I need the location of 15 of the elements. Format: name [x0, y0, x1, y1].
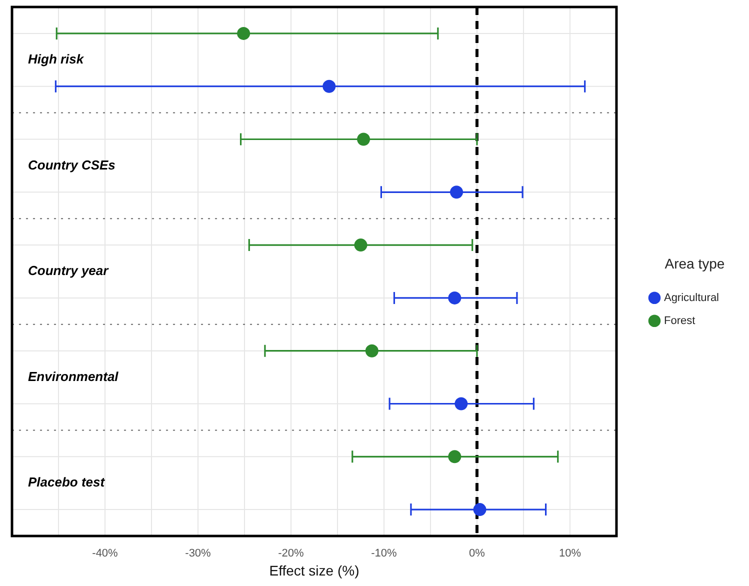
legend-label: Forest	[664, 314, 696, 327]
y-tick-label: High risk	[28, 51, 84, 66]
x-tick-label: -40%	[92, 548, 118, 560]
x-tick-label: -30%	[185, 548, 212, 560]
x-tick-label: 10%	[558, 548, 582, 560]
x-tick-label: 0%	[469, 548, 486, 560]
y-tick-label: Environmental	[28, 368, 119, 384]
y-tick-label: Country CSEs	[28, 157, 116, 172]
y-tick-label: Country year	[28, 263, 110, 278]
legend-title: Area type	[664, 255, 725, 272]
x-tick-label: -20%	[278, 548, 304, 560]
x-axis-title: Effect size (%)	[269, 562, 360, 578]
legend-label: Agricultural	[664, 292, 720, 304]
x-tick-label: -10%	[371, 548, 398, 560]
y-tick-label: Placebo test	[28, 474, 106, 490]
